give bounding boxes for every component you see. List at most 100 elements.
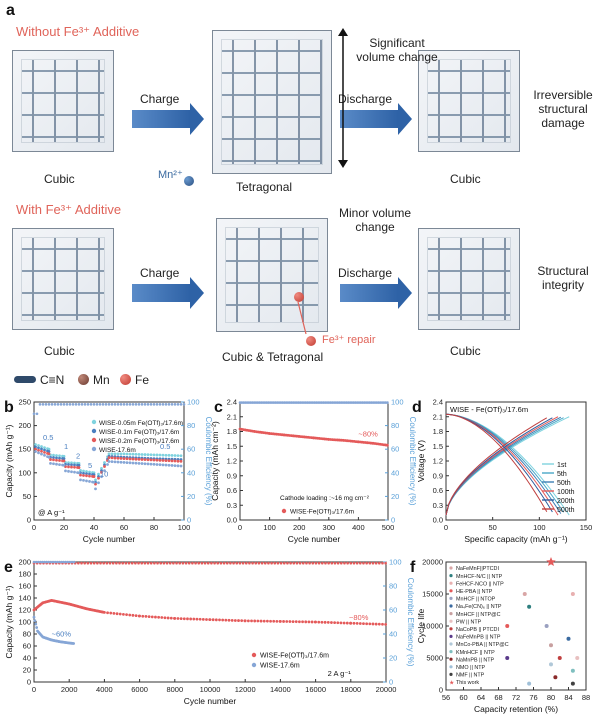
ce-point [161, 403, 165, 406]
capacity-point [72, 642, 75, 645]
ce-point [62, 403, 66, 406]
y2-tick-label: 60 [389, 606, 397, 615]
capacity-point [92, 475, 96, 478]
ce-point [352, 401, 355, 404]
capacity-point [182, 617, 186, 621]
capacity-point [115, 612, 119, 616]
ce-point [184, 561, 188, 565]
ce-point [244, 561, 248, 565]
ce-point [327, 561, 330, 565]
ce-point [311, 401, 315, 404]
capacity-point [141, 614, 145, 618]
capacity-point [47, 452, 51, 456]
structural-integrity-text: Structural integrity [537, 264, 589, 292]
capacity-point [164, 463, 168, 467]
capacity-point [143, 458, 147, 462]
capacity-point [237, 619, 240, 622]
capacity-point [92, 480, 96, 484]
capacity-point [279, 620, 282, 623]
ce-point [258, 401, 261, 404]
capacity-point [34, 450, 37, 453]
capacity-point [160, 616, 164, 619]
capacity-point [282, 620, 285, 623]
capacity-point [58, 463, 61, 467]
charge-curve [445, 417, 548, 516]
y-tick-label: 160 [18, 582, 31, 591]
capacity-point [47, 455, 51, 459]
ce-point [333, 561, 337, 565]
x-tick-label: 400 [352, 523, 365, 532]
comparison-point [522, 592, 527, 596]
ce-point [327, 401, 331, 404]
capacity-point [173, 464, 177, 468]
legend-label: WISE-17.6m [99, 447, 136, 454]
ce-point [68, 560, 72, 564]
ce-point [341, 401, 345, 404]
ce-point [334, 401, 338, 404]
y2-tick-label: 100 [389, 558, 402, 567]
cube-cubic-2 [418, 50, 520, 152]
comparison-point [527, 681, 532, 686]
capacity-point [55, 462, 58, 466]
ce-point [62, 560, 65, 564]
ce-point [70, 560, 74, 564]
capacity-point [52, 462, 55, 466]
ce-point [44, 403, 48, 406]
capacity-point [85, 472, 88, 476]
ce-point [368, 401, 371, 404]
charge-label-2: Charge [140, 266, 180, 280]
legend-label: NMF || NTP [456, 673, 485, 679]
capacity-point [164, 459, 168, 463]
x-axis-label: Capacity retention (%) [474, 704, 558, 714]
y2-axis-label: Coulombic Efficiency (%) [204, 417, 213, 506]
ce-point [229, 561, 232, 565]
capacity-point [52, 458, 55, 462]
x-tick-label: 100 [178, 523, 191, 532]
discharge-curve [445, 413, 548, 513]
rate-label: 0.5 [160, 442, 170, 451]
capacity-point [137, 452, 141, 456]
capacity-point [365, 622, 369, 626]
capacity-point [320, 620, 324, 624]
capacity-point [161, 463, 165, 467]
capacity-point [79, 469, 82, 472]
ce-point [245, 401, 249, 404]
ce-point [279, 561, 283, 565]
capacity-point [116, 452, 120, 456]
mn-legend-icon [78, 374, 89, 385]
without-fe-title: Without Fe³⁺ Additive [16, 24, 140, 39]
x-axis-label: Cycle number [184, 696, 237, 706]
ce-point [96, 561, 99, 565]
y2-axis-label: Coulombic Efficiency (%) [408, 417, 417, 506]
capacity-point [218, 618, 221, 622]
ce-point [314, 561, 318, 565]
ce-point [68, 403, 72, 406]
ce-point [308, 561, 311, 565]
ce-point [338, 401, 341, 404]
ce-point [60, 560, 63, 564]
capacity-point [173, 617, 177, 620]
ce-point [181, 561, 185, 565]
capacity-point [240, 619, 244, 623]
y-tick-label: 1.8 [433, 427, 443, 436]
capacity-point [349, 621, 353, 625]
capacity-point [82, 471, 85, 475]
legend-label: 500th [557, 507, 575, 514]
cube-cubic-1 [12, 50, 114, 152]
capacity-point [170, 454, 174, 457]
legend-marker: ★ [449, 680, 454, 687]
capacity-point [265, 619, 269, 623]
discharge-label-1: Discharge [338, 92, 393, 106]
capacity-point [73, 465, 76, 469]
ce-point [83, 561, 86, 565]
ce-point [279, 401, 283, 404]
ce-point [252, 401, 256, 404]
capacity-point [158, 463, 162, 467]
discharge-curve [445, 413, 565, 513]
y2-tick-label: 60 [187, 445, 195, 454]
x-tick-label: 84 [564, 693, 572, 702]
capacity-point [301, 620, 304, 624]
legend-label: Na₄Fe(CN)₆ || NTP [456, 604, 502, 610]
y-axis-label: Voltage (V) [416, 440, 426, 482]
